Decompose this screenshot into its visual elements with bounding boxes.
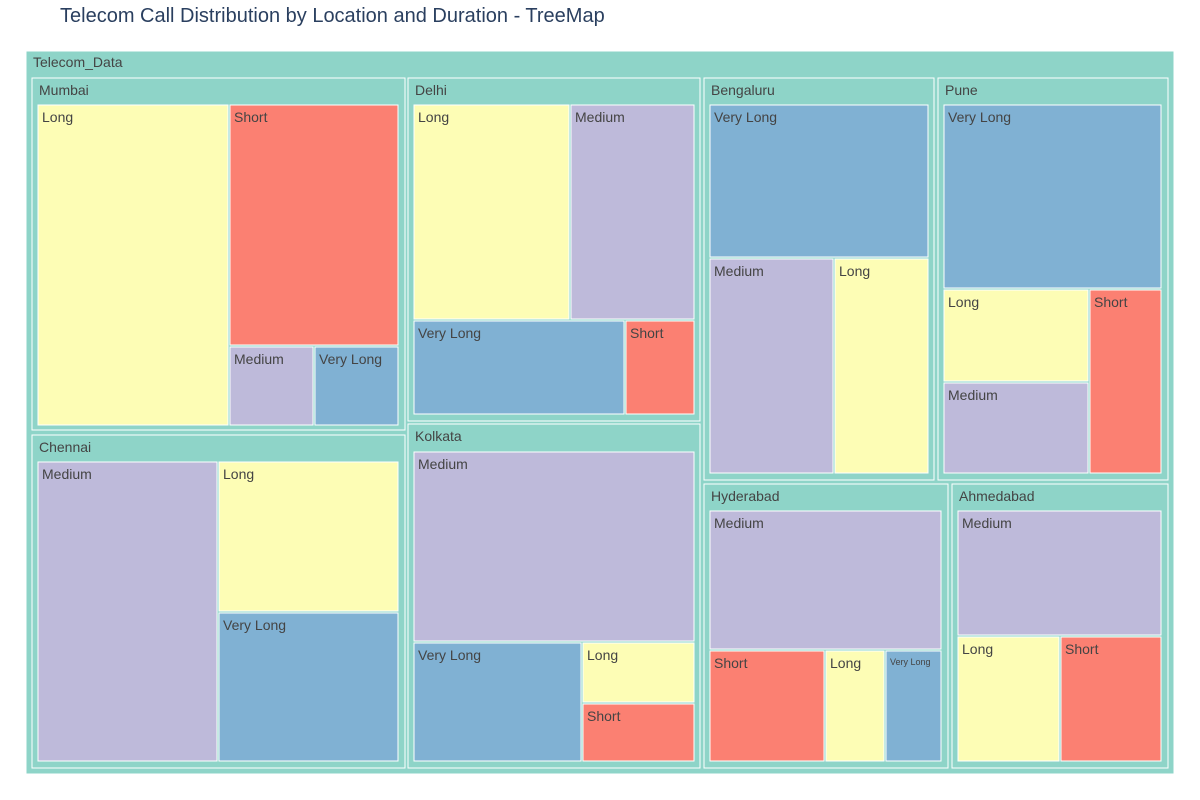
leaf-label-delhi-short: Short: [630, 325, 664, 341]
leaf-hyderabad-very-long[interactable]: [885, 650, 942, 762]
location-label-chennai: Chennai: [39, 439, 91, 455]
leaf-chennai-medium[interactable]: [37, 461, 218, 762]
leaf-label-ahmedabad-medium: Medium: [962, 515, 1012, 531]
leaf-label-mumbai-medium: Medium: [234, 351, 284, 367]
leaf-label-bengaluru-very-long: Very Long: [714, 109, 777, 125]
leaf-delhi-short[interactable]: [625, 320, 695, 415]
location-label-ahmedabad: Ahmedabad: [959, 488, 1035, 504]
leaf-label-bengaluru-medium: Medium: [714, 263, 764, 279]
leaf-label-ahmedabad-short: Short: [1065, 641, 1099, 657]
leaf-pune-long[interactable]: [943, 289, 1089, 382]
leaf-label-bengaluru-long: Long: [839, 263, 870, 279]
leaf-label-delhi-medium: Medium: [575, 109, 625, 125]
leaf-label-hyderabad-very-long: Very Long: [890, 657, 931, 667]
leaf-label-ahmedabad-long: Long: [962, 641, 993, 657]
leaf-mumbai-short[interactable]: [229, 104, 399, 346]
location-label-hyderabad: Hyderabad: [711, 488, 780, 504]
leaf-label-kolkata-short: Short: [587, 708, 621, 724]
location-label-bengaluru: Bengaluru: [711, 82, 775, 98]
leaf-pune-very-long[interactable]: [943, 104, 1162, 289]
leaf-ahmedabad-long[interactable]: [957, 636, 1060, 762]
chart-title: Telecom Call Distribution by Location an…: [60, 5, 605, 27]
location-label-delhi: Delhi: [415, 82, 447, 98]
leaf-delhi-very-long[interactable]: [413, 320, 625, 415]
location-label-pune: Pune: [945, 82, 978, 98]
leaf-label-pune-short: Short: [1094, 294, 1128, 310]
leaf-label-hyderabad-medium: Medium: [714, 515, 764, 531]
leaf-label-chennai-medium: Medium: [42, 466, 92, 482]
leaf-delhi-medium[interactable]: [570, 104, 695, 320]
location-label-mumbai: Mumbai: [39, 82, 89, 98]
leaf-label-chennai-long: Long: [223, 466, 254, 482]
leaf-hyderabad-long[interactable]: [825, 650, 885, 762]
leaf-ahmedabad-short[interactable]: [1060, 636, 1162, 762]
leaf-label-hyderabad-long: Long: [830, 655, 861, 671]
leaf-hyderabad-short[interactable]: [709, 650, 825, 762]
leaf-mumbai-very-long[interactable]: [314, 346, 399, 426]
leaf-pune-medium[interactable]: [943, 382, 1089, 474]
leaf-label-delhi-very-long: Very Long: [418, 325, 481, 341]
leaf-ahmedabad-medium[interactable]: [957, 510, 1162, 636]
leaf-kolkata-medium[interactable]: [413, 451, 695, 642]
leaf-bengaluru-long[interactable]: [834, 258, 929, 474]
leaf-label-pune-medium: Medium: [948, 387, 998, 403]
leaf-label-pune-long: Long: [948, 294, 979, 310]
leaf-label-mumbai-long: Long: [42, 109, 73, 125]
leaf-hyderabad-medium[interactable]: [709, 510, 942, 650]
leaf-label-hyderabad-short: Short: [714, 655, 748, 671]
leaf-pune-short[interactable]: [1089, 289, 1162, 474]
leaf-chennai-long[interactable]: [218, 461, 399, 612]
leaf-mumbai-long[interactable]: [37, 104, 229, 426]
leaf-label-mumbai-very-long: Very Long: [319, 351, 382, 367]
leaf-bengaluru-medium[interactable]: [709, 258, 834, 474]
leaf-kolkata-long[interactable]: [582, 642, 695, 703]
leaf-label-chennai-very-long: Very Long: [223, 617, 286, 633]
leaf-label-kolkata-long: Long: [587, 647, 618, 663]
leaf-mumbai-medium[interactable]: [229, 346, 314, 426]
leaf-chennai-very-long[interactable]: [218, 612, 399, 762]
leaf-label-kolkata-very-long: Very Long: [418, 647, 481, 663]
leaf-label-delhi-long: Long: [418, 109, 449, 125]
location-label-kolkata: Kolkata: [415, 428, 462, 444]
leaf-kolkata-very-long[interactable]: [413, 642, 582, 762]
root-label: Telecom_Data: [33, 54, 123, 70]
leaf-label-mumbai-short: Short: [234, 109, 268, 125]
leaf-kolkata-short[interactable]: [582, 703, 695, 762]
leaf-bengaluru-very-long[interactable]: [709, 104, 929, 258]
leaf-delhi-long[interactable]: [413, 104, 570, 320]
leaf-label-pune-very-long: Very Long: [948, 109, 1011, 125]
leaf-label-kolkata-medium: Medium: [418, 456, 468, 472]
